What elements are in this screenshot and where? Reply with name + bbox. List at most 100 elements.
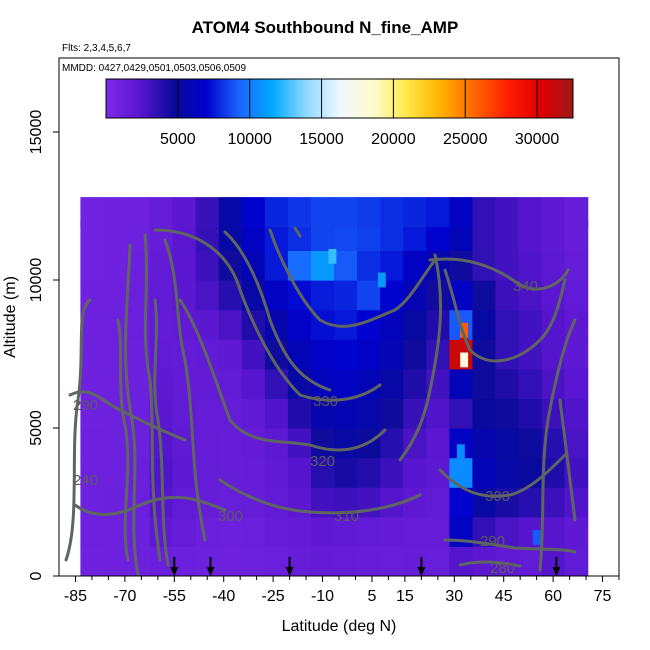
heatmap-cell [287, 546, 312, 576]
heatmap-cell [449, 428, 474, 459]
contour-line [143, 233, 162, 562]
heatmap-cell [218, 280, 243, 311]
heatmap-cell [426, 546, 450, 576]
heatmap-cell [472, 220, 497, 251]
heatmap-cell [103, 516, 128, 547]
heatmap-cell [241, 220, 266, 251]
heatmap-cell [126, 546, 151, 576]
heatmap-cell [426, 428, 450, 459]
heatmap-cell [380, 487, 404, 518]
heatmap-cell [334, 516, 358, 547]
heatmap-hotspot [532, 530, 541, 545]
heatmap-cell [172, 487, 197, 518]
heatmap-cell [103, 339, 128, 370]
heatmap-cell [218, 546, 243, 576]
heatmap-cell [103, 220, 128, 251]
heatmap-cell [495, 197, 520, 228]
contour-line [218, 478, 422, 515]
x-axis-tick-label: 15 [396, 588, 414, 605]
heatmap-cell [149, 197, 174, 228]
heatmap-cell [103, 309, 128, 340]
heatmap-cell [357, 398, 381, 429]
heatmap-cell [380, 339, 404, 370]
heatmap-cell [380, 280, 404, 311]
heatmap-cell [103, 428, 128, 459]
heatmap-cell [518, 309, 543, 340]
heatmap-cell [495, 546, 520, 576]
flight-marker-arrow [170, 557, 179, 576]
heatmap-cell [195, 398, 220, 429]
x-axis-tick-label: -70 [113, 588, 136, 605]
heatmap-cell [241, 339, 266, 370]
heatmap-cell [80, 516, 105, 547]
contour-line [73, 495, 227, 516]
heatmap-cell [564, 339, 589, 370]
heatmap-cell [403, 516, 427, 547]
heatmap-cell [564, 280, 589, 311]
heatmap-cell [403, 197, 427, 228]
heatmap-cell [357, 220, 381, 251]
heatmap-cell [149, 516, 174, 547]
heatmap-cell [149, 368, 174, 399]
heatmap-cell [287, 457, 312, 488]
heatmap-cell [334, 428, 358, 459]
heatmap-cell [264, 487, 289, 518]
contour-line [64, 298, 92, 562]
heatmap-cell [218, 516, 243, 547]
contour-line [268, 228, 437, 328]
heatmap-cell [218, 250, 243, 281]
heatmap-cell [311, 516, 335, 547]
contour-line [116, 318, 130, 562]
heatmap-cell [172, 516, 197, 547]
heatmap-cell [241, 368, 266, 399]
contour-label: 320 [310, 453, 335, 470]
heatmap-cell [403, 546, 427, 576]
heatmap-cell [426, 197, 450, 228]
heatmap-cell [103, 280, 128, 311]
heatmap-cell [403, 250, 427, 281]
x-axis-tick-label: -25 [262, 588, 285, 605]
colorbar-gradient [105, 78, 574, 119]
heatmap-cell [380, 516, 404, 547]
heatmap-cell [80, 457, 105, 488]
heatmap-cell [449, 250, 474, 281]
heatmap-cell [357, 368, 381, 399]
contour-line [163, 238, 207, 542]
contour-line [153, 298, 170, 567]
heatmap-cell [449, 220, 474, 251]
heatmap-cell [403, 428, 427, 459]
heatmap-cell [103, 457, 128, 488]
heatmap-cell [80, 398, 105, 429]
heatmap-cell [426, 309, 450, 340]
heatmap-cell [403, 220, 427, 251]
heatmap-hotspot [377, 272, 386, 288]
heatmap-cell [195, 220, 220, 251]
heatmap-cell [449, 487, 474, 518]
heatmap-cell [564, 516, 589, 547]
heatmap-cell [541, 368, 566, 399]
heatmap-cell [495, 339, 520, 370]
heatmap-cell [103, 487, 128, 518]
heatmap-cell [287, 197, 312, 228]
heatmap-cell [357, 457, 381, 488]
contour-label: 330 [313, 393, 338, 410]
x-axis-tick-label: 60 [544, 588, 562, 605]
heatmap-cell [403, 339, 427, 370]
heatmap-cell [218, 339, 243, 370]
heatmap-cell [472, 457, 497, 488]
heatmap-hotspot [460, 337, 469, 353]
colorbar: 5000 10000 15000 20000 25000 30000 [105, 78, 574, 148]
heatmap-cell [518, 428, 543, 459]
contour-line [398, 253, 443, 462]
heatmap-cell [241, 250, 266, 281]
heatmap-cell [126, 457, 151, 488]
heatmap-cell [287, 339, 312, 370]
contour-label: 280 [490, 560, 515, 577]
heatmap-cell [426, 457, 450, 488]
heatmap-cell [518, 457, 543, 488]
heatmap-cell [195, 516, 220, 547]
contour-line [538, 318, 577, 572]
heatmap-cell [403, 309, 427, 340]
contour-line [178, 298, 387, 452]
x-axis-tick-label: 5 [367, 588, 376, 605]
